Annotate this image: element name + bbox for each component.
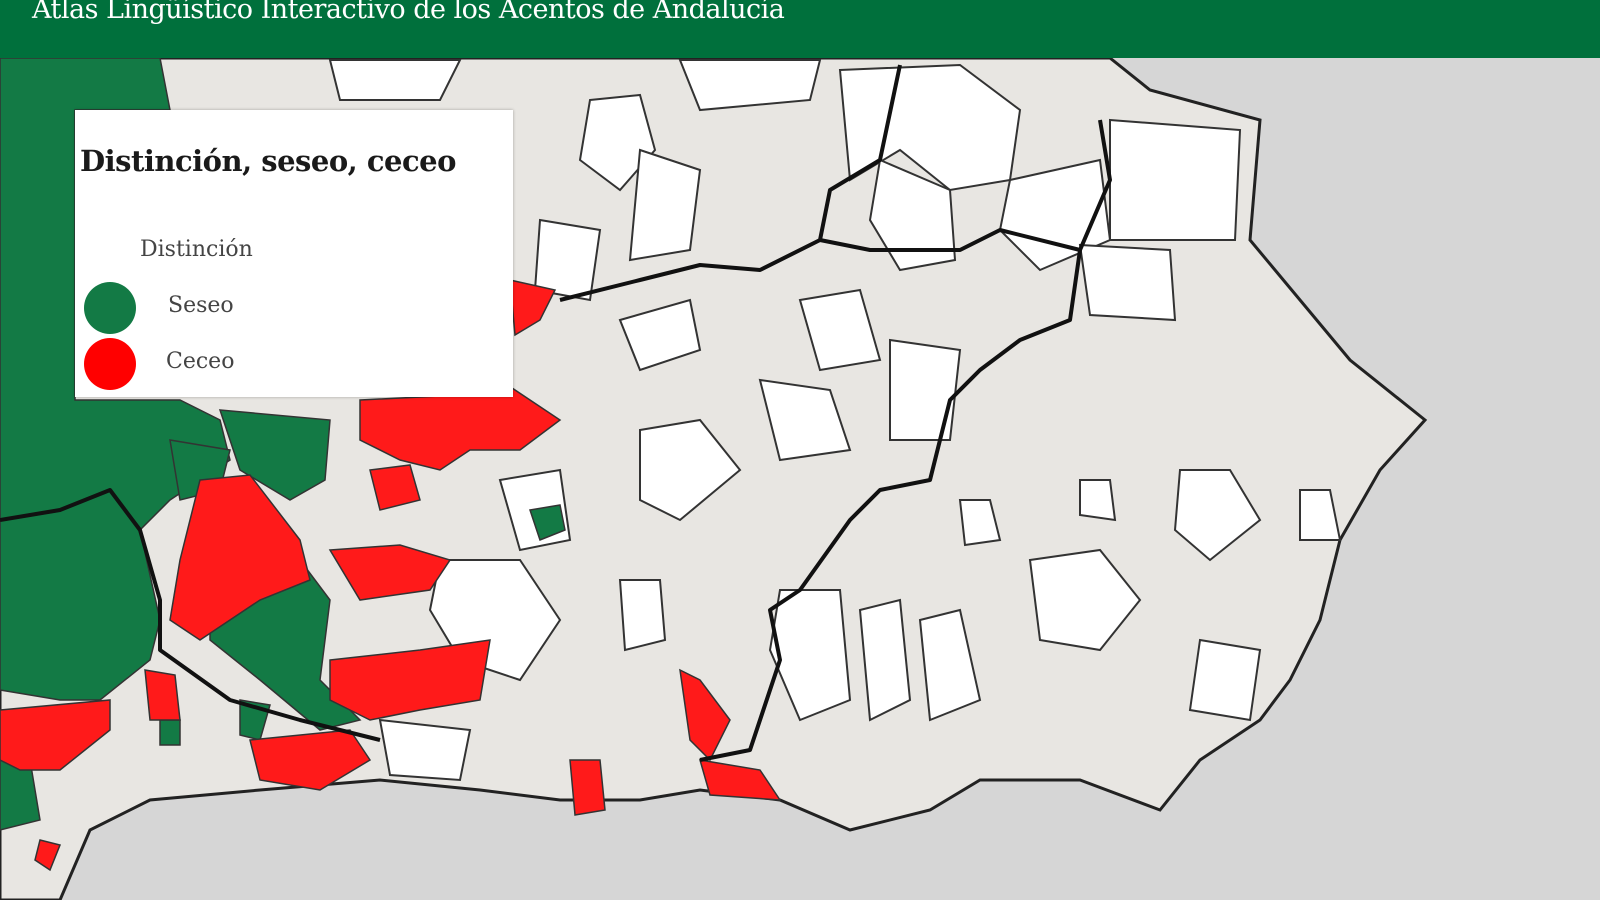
app-title: Atlas Lingüístico Interactivo de los Ace… (32, 0, 785, 25)
app-header: Atlas Lingüístico Interactivo de los Ace… (0, 0, 1600, 58)
seseo-swatch-icon (84, 282, 136, 334)
ceceo-municipalities (0, 279, 782, 872)
legend-label: Distinción (140, 237, 253, 262)
province-boundaries (0, 64, 1112, 762)
ceceo-swatch-icon (84, 338, 136, 390)
map-legend: Distinción, seseo, ceceo Distinción Sese… (75, 110, 513, 397)
legend-label: Seseo (168, 293, 234, 318)
legend-label: Ceceo (166, 349, 235, 374)
legend-title: Distinción, seseo, ceceo (80, 144, 456, 178)
unclassified-municipalities (328, 59, 1342, 782)
